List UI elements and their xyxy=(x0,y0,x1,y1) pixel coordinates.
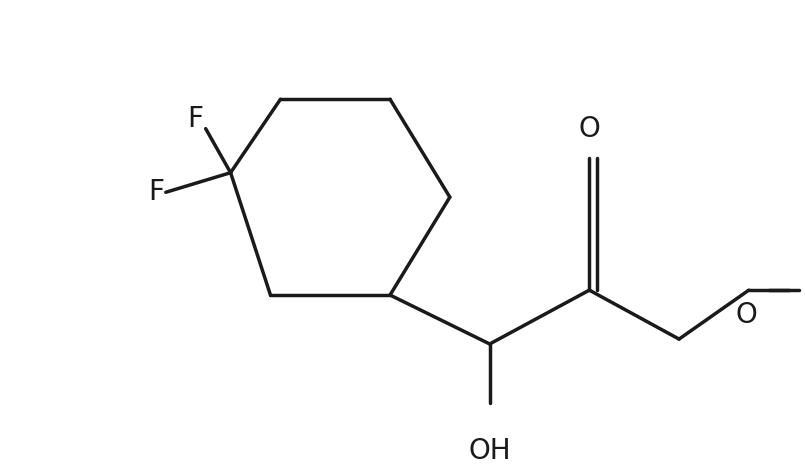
Text: O: O xyxy=(736,301,758,329)
Text: F: F xyxy=(188,105,204,133)
Text: OH: OH xyxy=(469,437,511,465)
Text: F: F xyxy=(148,178,164,206)
Text: O: O xyxy=(579,115,601,143)
